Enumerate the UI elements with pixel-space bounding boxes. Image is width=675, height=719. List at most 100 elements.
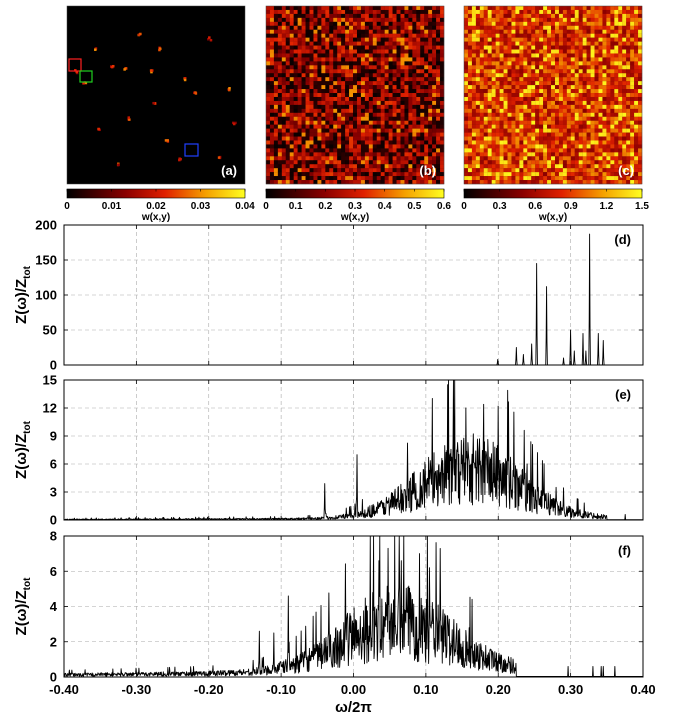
heatmap-cell	[539, 144, 544, 149]
heatmap-cell	[630, 108, 635, 113]
heatmap-cell	[313, 37, 318, 42]
heatmap-cell	[281, 41, 286, 46]
heatmap-cell	[467, 156, 473, 161]
heatmap-cell	[554, 25, 560, 30]
heatmap-cell	[570, 93, 575, 98]
heatmap-cell	[293, 136, 298, 141]
heatmap-cell	[392, 136, 397, 141]
heatmap-cell	[535, 152, 540, 157]
heatmap-cell	[117, 163, 120, 166]
heatmap-cell	[420, 140, 425, 145]
heatmap-cell	[293, 148, 298, 153]
heatmap-cell	[471, 73, 477, 78]
heatmap-cell	[495, 172, 500, 177]
heatmap-cell	[511, 140, 516, 145]
heatmap-cell	[333, 168, 338, 173]
heatmap-cell	[313, 9, 318, 15]
heatmap-cell	[353, 13, 358, 19]
heatmap-cell	[464, 9, 469, 15]
heatmap-cell	[412, 17, 417, 22]
heatmap-cell	[337, 13, 342, 19]
heatmap-cell	[543, 53, 548, 58]
heatmap-cell	[269, 93, 275, 98]
heatmap-cell	[305, 136, 310, 141]
heatmap-cell	[396, 112, 401, 117]
heatmap-cell	[543, 77, 548, 82]
heatmap-cell	[475, 25, 480, 30]
heatmap-cell	[551, 81, 556, 86]
heatmap-cell	[269, 25, 275, 30]
heatmap-cell	[606, 93, 611, 98]
heatmap-cell	[440, 45, 445, 50]
heatmap-cell	[464, 140, 469, 145]
heatmap-cell	[622, 77, 627, 82]
heatmap-cell	[337, 9, 342, 15]
heatmap-cell	[586, 53, 591, 58]
heatmap-cell	[487, 124, 492, 129]
heatmap-cell	[380, 73, 385, 78]
heatmap-cell	[392, 128, 397, 133]
heatmap-cell	[515, 17, 520, 22]
heatmap-cell	[424, 108, 429, 113]
heatmap-cell	[547, 25, 552, 30]
heatmap-cell	[610, 124, 615, 129]
heatmap-cell	[372, 168, 377, 173]
heatmap-cell	[281, 140, 286, 145]
heatmap-cell	[535, 85, 540, 90]
heatmap-cell	[360, 53, 366, 58]
heatmap-cell	[598, 104, 603, 109]
heatmap-cell	[329, 120, 334, 125]
heatmap-cell	[618, 37, 623, 42]
heatmap-cell	[424, 45, 429, 50]
heatmap-cell	[408, 17, 413, 22]
heatmap-cell	[527, 160, 532, 165]
heatmap-cell	[424, 89, 429, 94]
heatmap-cell	[266, 81, 271, 86]
heatmap-cell	[614, 41, 619, 46]
heatmap-cell	[364, 21, 369, 26]
colorbar-tick-label: 0.3	[348, 201, 362, 212]
heatmap-cell	[574, 164, 579, 169]
grid	[64, 536, 643, 677]
heatmap-cell	[554, 176, 560, 181]
heatmap-cell	[337, 25, 342, 30]
heatmap-cell	[582, 33, 587, 38]
heatmap-cell	[424, 148, 429, 153]
heatmap-cell	[495, 21, 500, 26]
heatmap-cell	[345, 128, 350, 133]
heatmap-cell	[499, 176, 504, 181]
heatmap-cell	[266, 9, 271, 15]
heatmap-cell	[630, 21, 635, 26]
heatmap-cell	[535, 164, 540, 169]
heatmap-cell	[428, 176, 433, 181]
heatmap-cell	[487, 41, 492, 46]
heatmap-cell	[511, 164, 516, 169]
heatmap-cell	[301, 69, 306, 74]
heatmap-cell	[495, 156, 500, 161]
heatmap-cell	[289, 124, 294, 129]
heatmap-cell	[337, 77, 342, 82]
heatmap-background	[67, 6, 245, 184]
heatmap-cell	[376, 61, 381, 66]
heatmap-cell	[507, 13, 512, 19]
heatmap-cell	[289, 168, 294, 173]
heatmap-cell	[356, 132, 362, 137]
heatmap-cell	[269, 116, 275, 121]
heatmap-cell	[630, 29, 635, 34]
heatmap-cell	[313, 49, 318, 54]
heatmap-cell	[416, 100, 421, 106]
heatmap-cell	[349, 124, 354, 129]
heatmap-cell	[376, 37, 381, 42]
heatmap-cell	[499, 57, 504, 62]
heatmap-cell	[479, 73, 484, 78]
heatmap-cell	[345, 53, 350, 58]
heatmap-cell	[499, 156, 504, 161]
heatmap-cell	[582, 136, 587, 141]
heatmap-cell	[566, 17, 571, 22]
heatmap-cell	[634, 81, 639, 86]
heatmap-cell	[420, 148, 425, 153]
heatmap-cell	[317, 108, 322, 113]
heatmap-cell	[432, 156, 437, 161]
heatmap-cell	[341, 57, 346, 62]
heatmap-cell	[333, 13, 338, 19]
